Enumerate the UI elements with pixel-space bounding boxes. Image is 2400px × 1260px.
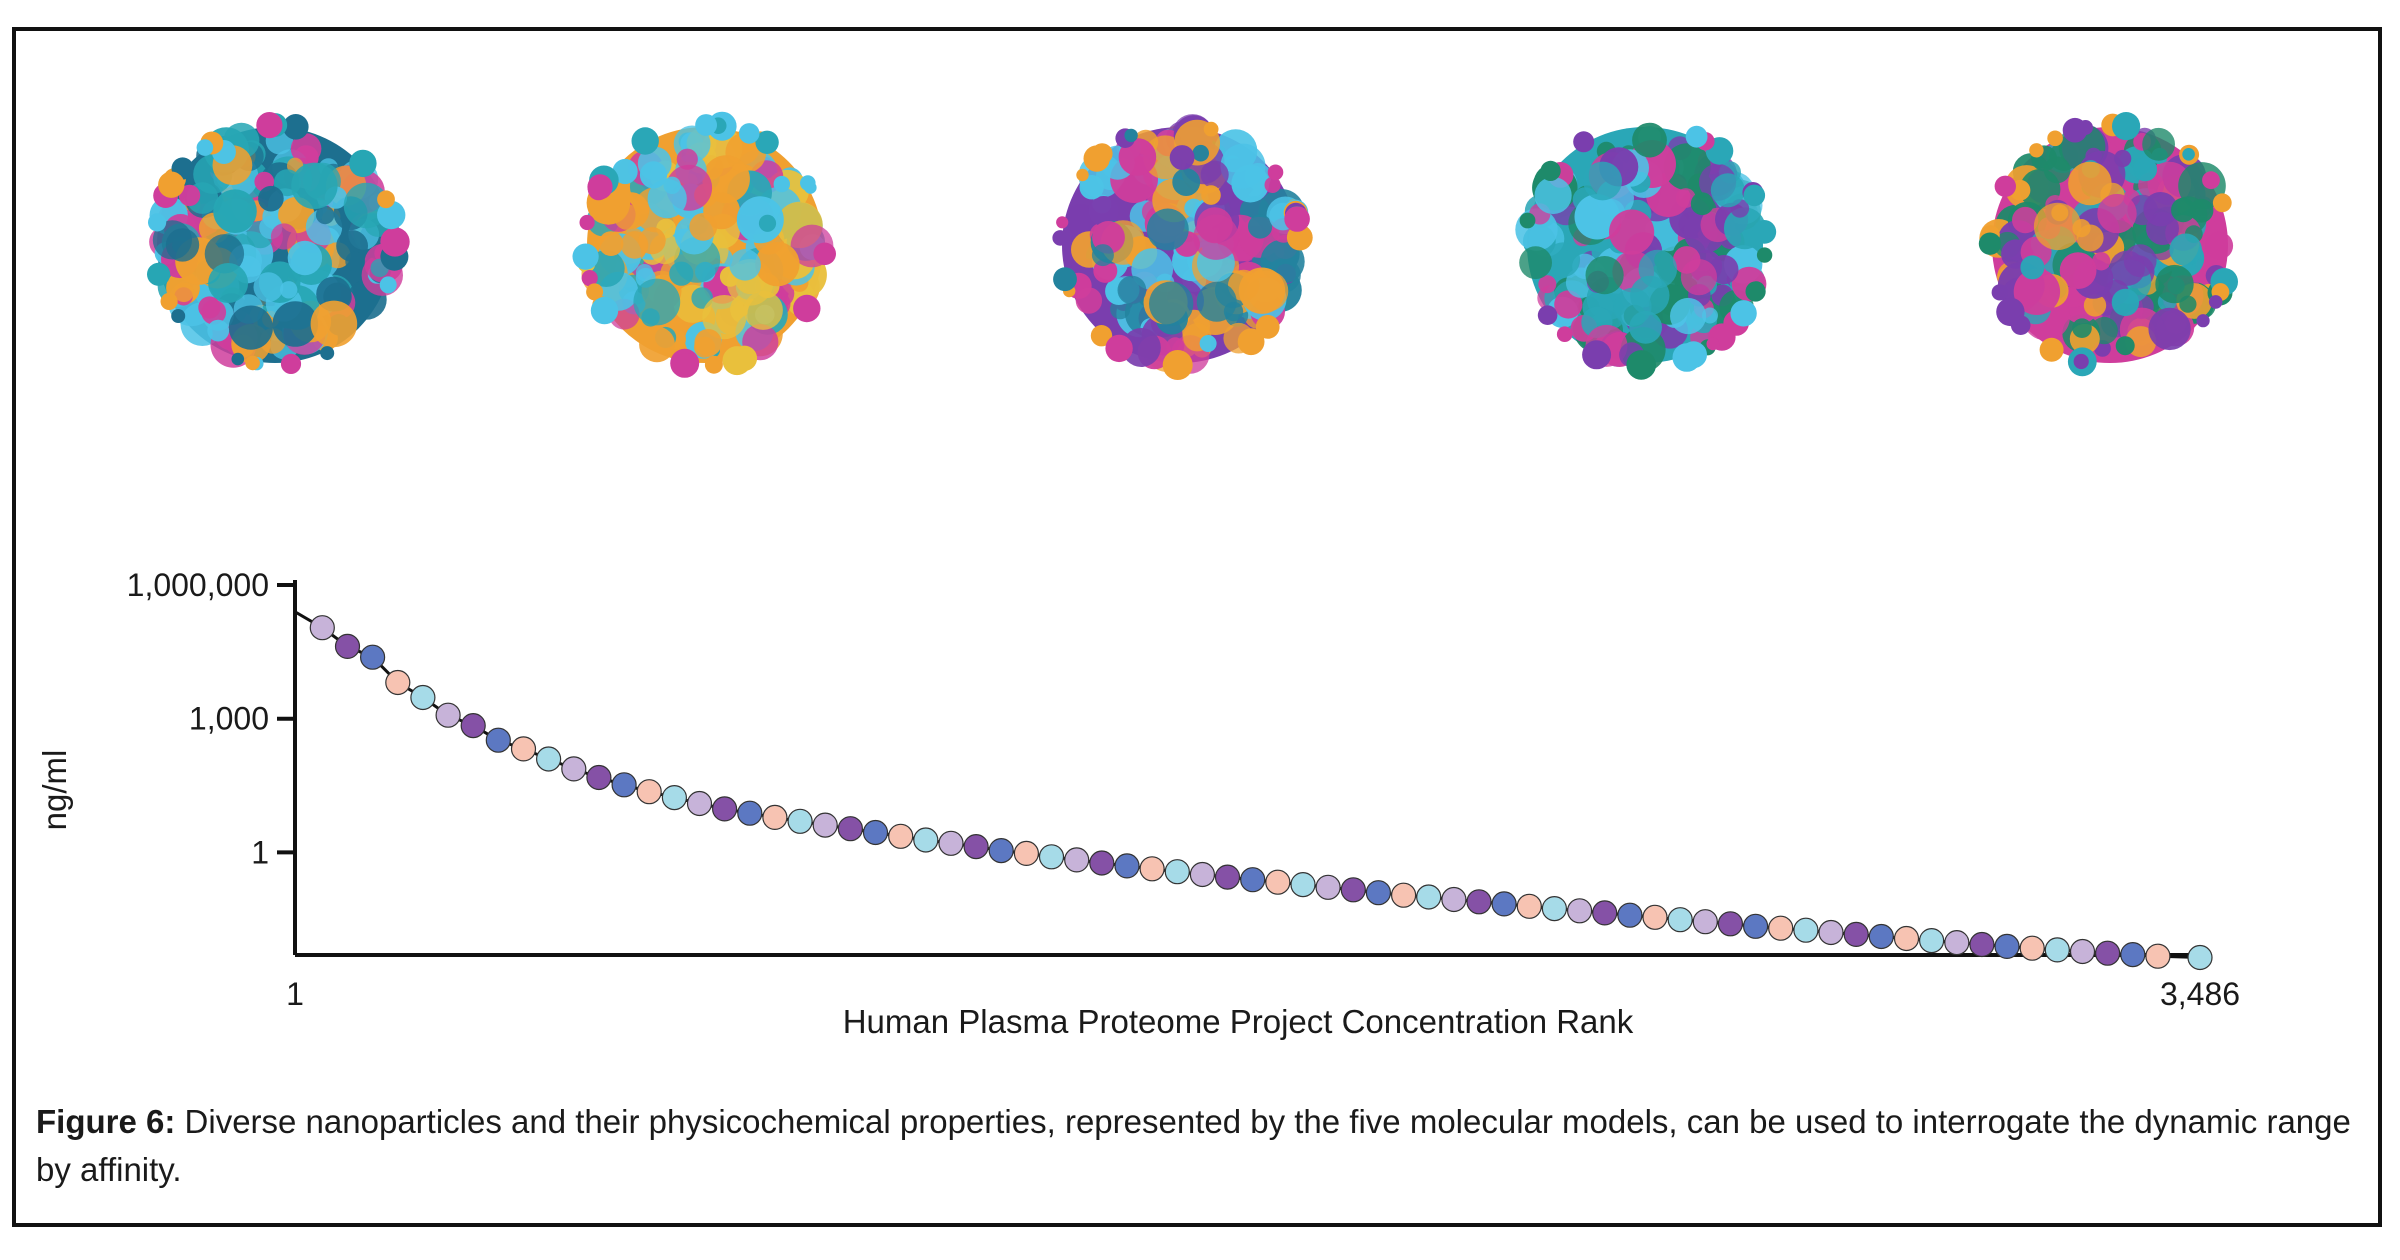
data-point: [611, 772, 637, 798]
nanoparticle-4: [1515, 122, 1777, 380]
data-point: [1944, 930, 1970, 956]
data-point: [837, 816, 864, 842]
data-point: [561, 756, 587, 782]
data-point: [762, 804, 788, 830]
data-point: [1240, 867, 1266, 893]
data-point: [1969, 931, 1995, 958]
y-axis-title: ng/ml: [36, 750, 73, 831]
x-tick-label: 1: [286, 976, 304, 1012]
x-axis-title: Human Plasma Proteome Project Concentrat…: [843, 1003, 1634, 1040]
nanoparticle-5: [1978, 112, 2238, 377]
data-point: [812, 812, 838, 838]
data-point: [1843, 921, 1869, 947]
data-point: [1768, 915, 1794, 941]
data-point: [1064, 847, 1090, 873]
data-point: [1516, 893, 1542, 919]
data-point: [2120, 942, 2146, 968]
x-tick-label: 3,486: [2160, 976, 2240, 1012]
data-point: [1566, 898, 1593, 924]
data-point: [1893, 925, 1920, 952]
data-point: [1315, 874, 1341, 900]
data-point: [1868, 923, 1894, 950]
data-point: [2044, 937, 2070, 963]
concentration-curve: [294, 610, 2201, 959]
data-point: [1416, 884, 1442, 910]
data-point: [1114, 853, 1140, 879]
data-point: [1742, 913, 1769, 939]
data-point: [1717, 911, 1744, 937]
data-point: [1692, 909, 1718, 935]
data-point: [1541, 896, 1568, 922]
concentration-rank-chart: 1,000,000 1,000 1 1 3,486 Human Plasma Proteo…: [36, 567, 2240, 1040]
data-point: [1139, 856, 1165, 882]
data-point: [1818, 919, 1844, 946]
data-point: [888, 823, 914, 849]
data-point: [1642, 904, 1668, 930]
data-point: [1667, 907, 1693, 933]
data-point: [1592, 900, 1618, 926]
figure-caption: Figure 6: Diverse nanoparticles and thei…: [36, 1098, 2356, 1194]
data-point: [1617, 902, 1643, 928]
data-point: [2095, 940, 2121, 966]
data-point: [1918, 928, 1945, 954]
data-point: [2145, 943, 2171, 969]
data-point: [1013, 840, 1040, 866]
data-point: [686, 790, 713, 817]
data-point: [1390, 882, 1417, 908]
data-point: [334, 633, 361, 660]
data-point: [1089, 850, 1115, 876]
caption-lead: Figure 6:: [36, 1103, 176, 1140]
data-point: [938, 830, 964, 856]
y-tick-label: 1,000,000: [127, 567, 269, 603]
data-point: [510, 736, 537, 762]
data-point: [309, 615, 335, 641]
data-point: [360, 644, 386, 670]
data-point: [1290, 872, 1316, 898]
data-point: [586, 764, 612, 791]
nanoparticle-2: [572, 111, 836, 378]
y-tick-label: 1: [251, 834, 269, 870]
data-point: [1441, 886, 1467, 913]
data-point: [1265, 869, 1291, 895]
data-point: [862, 819, 889, 846]
data-point: [435, 702, 461, 728]
nanoparticle-models: [147, 111, 2238, 380]
data-point: [2069, 938, 2096, 965]
data-point: [737, 800, 763, 826]
data-point: [913, 827, 939, 853]
data-point: [485, 727, 511, 753]
data-point: [1466, 889, 1492, 915]
data-point: [1365, 880, 1392, 906]
y-tick-label: 1,000: [189, 701, 269, 737]
data-point: [787, 808, 813, 834]
nanoparticle-1: [147, 112, 410, 374]
data-point: [460, 713, 486, 739]
data-point: [1340, 877, 1366, 903]
data-point: [661, 785, 688, 811]
data-point: [1038, 844, 1065, 870]
data-point: [1189, 861, 1216, 888]
data-point: [535, 746, 562, 772]
data-point: [2019, 935, 2045, 961]
data-point: [711, 796, 738, 822]
nanoparticle-3: [1052, 114, 1313, 380]
data-point: [385, 669, 411, 696]
data-point: [963, 834, 989, 860]
caption-text: Diverse nanoparticles and their physicoc…: [36, 1103, 2351, 1188]
data-point: [1491, 891, 1517, 917]
data-point: [988, 838, 1014, 864]
data-point: [636, 779, 662, 805]
data-point: [1214, 864, 1241, 890]
data-point: [1164, 859, 1190, 885]
data-point: [1793, 917, 1819, 943]
data-point: [2187, 944, 2213, 971]
data-point: [1994, 933, 2020, 959]
data-point: [410, 684, 436, 711]
figure-frame: [12, 27, 2382, 1227]
